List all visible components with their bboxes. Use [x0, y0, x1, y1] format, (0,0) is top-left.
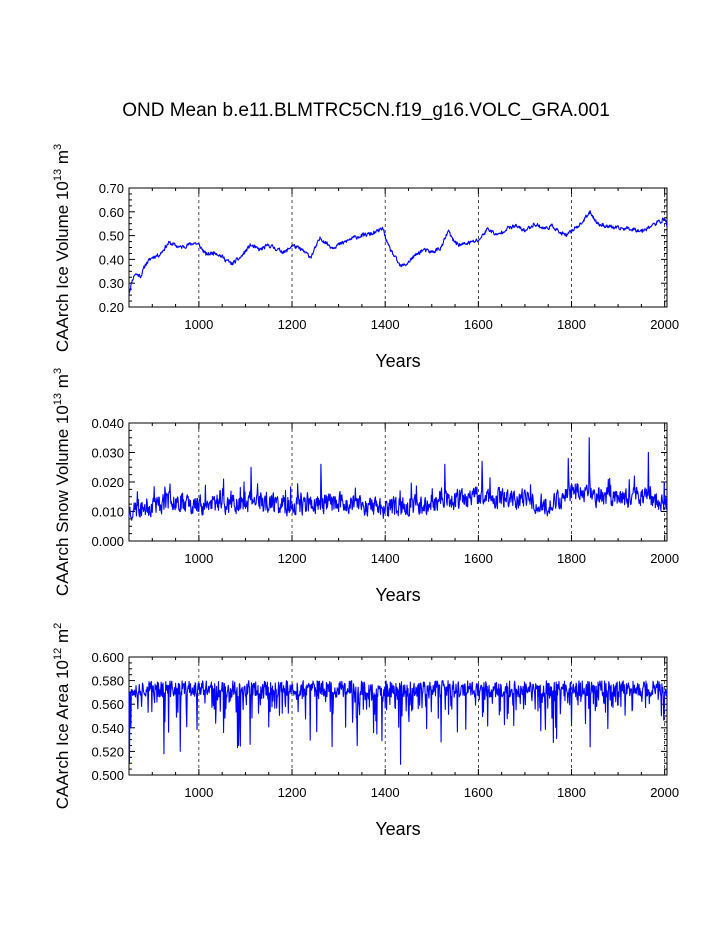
snow-volume-gridlines — [198, 423, 666, 541]
ice-area-plot-frame — [128, 656, 668, 776]
ice-area-y-tick-label: 0.540 — [91, 721, 124, 736]
snow-volume-y-tick-labels: 0.000 0.010 0.020 0.030 0.040 — [91, 416, 124, 549]
ice-volume-panel: 0.20 0.30 0.40 0.50 0.60 0.70 1000 1200 1400 160… — [52, 144, 679, 371]
ice-volume-y-tick-labels: 0.20 0.30 0.40 0.50 0.60 0.70 — [99, 181, 124, 315]
ice-area-ticks — [129, 656, 667, 776]
ice-area-y-tick-label: 0.560 — [91, 697, 124, 712]
snow-volume-x-axis-label: Years — [375, 585, 420, 605]
ice-area-x-axis-label: Years — [375, 819, 420, 839]
snow-volume-y-tick-label: 0.030 — [91, 446, 124, 461]
snow-volume-x-tick-labels: 1000 1200 1400 1600 1800 2000 — [184, 551, 679, 566]
ice-volume-ticks — [129, 187, 667, 308]
snow-volume-y-axis-label: CAArch Snow Volume 1013 m3 — [52, 368, 72, 596]
ice-volume-y-tick-label: 0.20 — [99, 300, 124, 315]
snow-volume-plot-frame — [128, 422, 668, 542]
ice-area-y-axis-label: CAArch Ice Area 1012 m2 — [52, 623, 72, 810]
ice-area-x-tick-label: 1600 — [464, 785, 493, 800]
ice-volume-y-tick-label: 0.40 — [99, 252, 124, 267]
ice-area-x-tick-label: 1000 — [184, 785, 213, 800]
ice-area-x-tick-labels: 1000 1200 1400 1600 1800 2000 — [184, 785, 679, 800]
ice-volume-plot-frame — [128, 187, 668, 308]
ice-area-series-line — [128, 680, 668, 765]
ice-area-x-tick-label: 1800 — [557, 785, 586, 800]
snow-volume-ticks — [129, 422, 667, 542]
ice-area-y-tick-label: 0.580 — [91, 674, 124, 689]
ice-area-y-tick-label: 0.500 — [91, 768, 124, 783]
ice-area-y-tick-label: 0.520 — [91, 744, 124, 759]
ice-volume-x-tick-label: 1800 — [557, 317, 586, 332]
snow-volume-y-tick-label: 0.020 — [91, 475, 124, 490]
ice-area-x-tick-label: 1400 — [371, 785, 400, 800]
ice-volume-x-tick-label: 1400 — [371, 317, 400, 332]
ice-volume-series-line — [128, 210, 668, 294]
ice-volume-y-tick-label: 0.60 — [99, 205, 124, 220]
ice-volume-y-tick-label: 0.30 — [99, 276, 124, 291]
snow-volume-series-line — [128, 437, 668, 521]
ice-area-gridlines — [198, 657, 666, 775]
snow-volume-x-tick-label: 1200 — [278, 551, 307, 566]
ice-volume-gridlines — [198, 188, 666, 307]
ice-area-y-tick-label: 0.600 — [91, 650, 124, 665]
snow-volume-x-tick-label: 2000 — [650, 551, 679, 566]
ice-volume-x-tick-label: 1000 — [184, 317, 213, 332]
snow-volume-x-tick-label: 1400 — [371, 551, 400, 566]
snow-volume-y-tick-label: 0.000 — [91, 534, 124, 549]
ice-volume-y-tick-label: 0.50 — [99, 229, 124, 244]
figure-title: OND Mean b.e11.BLMTRC5CN.f19_g16.VOLC_GR… — [122, 100, 610, 121]
ice-volume-y-tick-label: 0.70 — [99, 181, 124, 196]
ice-area-x-tick-label: 1200 — [278, 785, 307, 800]
ice-volume-x-tick-label: 2000 — [650, 317, 679, 332]
snow-volume-x-tick-label: 1600 — [464, 551, 493, 566]
ice-volume-y-axis-label: CAArch Ice Volume 1013 m3 — [52, 144, 72, 352]
snow-volume-x-tick-label: 1800 — [557, 551, 586, 566]
ice-volume-x-axis-label: Years — [375, 351, 420, 371]
snow-volume-x-tick-label: 1000 — [184, 551, 213, 566]
snow-volume-panel: 0.000 0.010 0.020 0.030 0.040 1000 1200 1400 16… — [52, 368, 679, 605]
ice-volume-x-tick-label: 1600 — [464, 317, 493, 332]
ice-volume-x-tick-labels: 1000 1200 1400 1600 1800 2000 — [184, 317, 679, 332]
ice-volume-x-tick-label: 1200 — [278, 317, 307, 332]
ice-area-y-tick-labels: 0.500 0.520 0.540 0.560 0.580 0.600 — [91, 650, 124, 783]
snow-volume-y-tick-label: 0.010 — [91, 505, 124, 520]
snow-volume-y-tick-label: 0.040 — [91, 416, 124, 431]
ice-area-x-tick-label: 2000 — [650, 785, 679, 800]
